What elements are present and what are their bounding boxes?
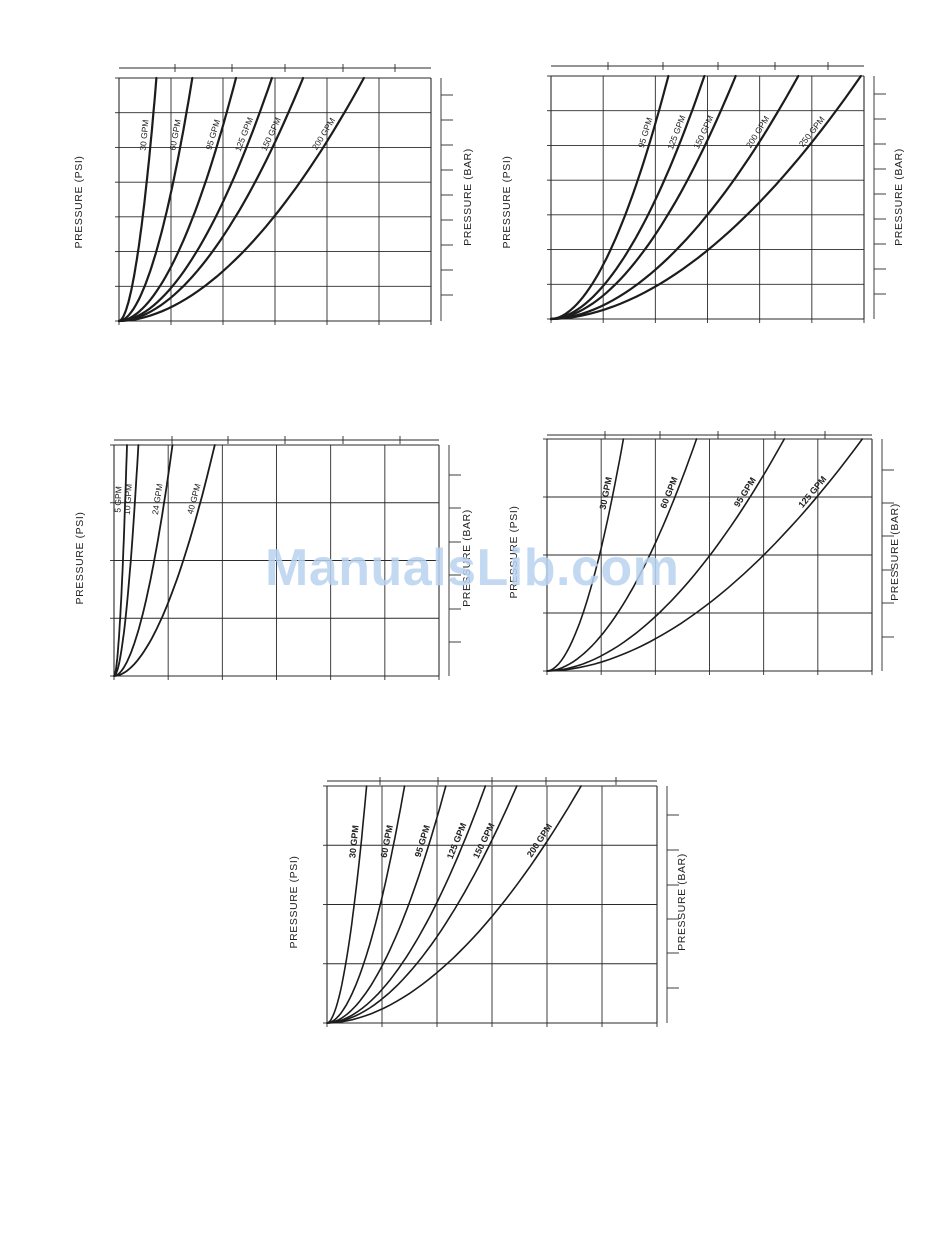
curve-24-gpm [113,444,174,677]
curve-label: 150 GPM [471,821,497,860]
curve-label: 5 GPM [113,486,124,513]
curve-label: 95 GPM [413,824,432,858]
curve-125-gpm [326,785,487,1024]
curve-125-gpm [117,76,273,323]
curve-label: 24 GPM [150,483,165,515]
curve-200-gpm [549,74,800,321]
curve-30-gpm [326,785,368,1024]
curve-95-gpm [546,438,786,672]
y-axis-label-bar: PRESSURE (BAR) [893,148,905,246]
curve-95-gpm [549,74,670,321]
curve-label: 125 GPM [796,474,828,510]
chart-1: PRESSURE (PSI) PRESSURE (BAR)30 GPM 60 GPM… [73,64,474,325]
curve-95-gpm [326,785,447,1024]
curve-125-gpm [549,74,706,321]
curve-95-gpm [117,76,238,323]
chart-5: PRESSURE (PSI) PRESSURE (BAR)30 GPM 60 GPM… [288,777,688,1027]
curve-label: 30 GPM [347,825,360,859]
chart-4: PRESSURE (PSI) PRESSURE (BAR)30 GPM 60 GPM… [508,431,901,675]
curve-200-gpm [326,785,582,1024]
curve-label: 40 GPM [185,482,203,515]
curve-150-gpm [326,785,518,1024]
y-axis-label-bar: PRESSURE (BAR) [889,503,901,601]
curve-150-gpm [549,74,737,321]
curve-250-gpm [549,74,862,321]
curve-60-gpm [117,76,194,323]
y-axis-label-psi: PRESSURE (PSI) [73,156,85,249]
curve-60-gpm [546,438,698,672]
curve-200-gpm [117,76,365,323]
curve-10-gpm [113,444,140,677]
curve-125-gpm [546,438,864,672]
y-axis-label-bar: PRESSURE (BAR) [462,148,474,246]
y-axis-label-psi: PRESSURE (PSI) [288,856,300,949]
curve-40-gpm [113,444,216,677]
chart-2: PRESSURE (PSI) PRESSURE (BAR)95 GPM 125 GP… [501,62,905,323]
y-axis-label-bar: PRESSURE (BAR) [676,853,688,951]
curve-30-gpm [117,76,158,323]
curve-150-gpm [117,76,305,323]
curve-label: 10 GPM [122,483,134,515]
curve-60-gpm [326,785,406,1024]
curve-5-gpm [113,444,128,677]
curve-label: 30 GPM [138,119,151,151]
y-axis-label-psi: PRESSURE (PSI) [501,156,513,249]
curve-30-gpm [546,438,625,672]
y-axis-label-psi: PRESSURE (PSI) [74,512,86,605]
y-axis-label-bar: PRESSURE (BAR) [461,509,473,607]
y-axis-label-psi: PRESSURE (PSI) [508,506,520,599]
